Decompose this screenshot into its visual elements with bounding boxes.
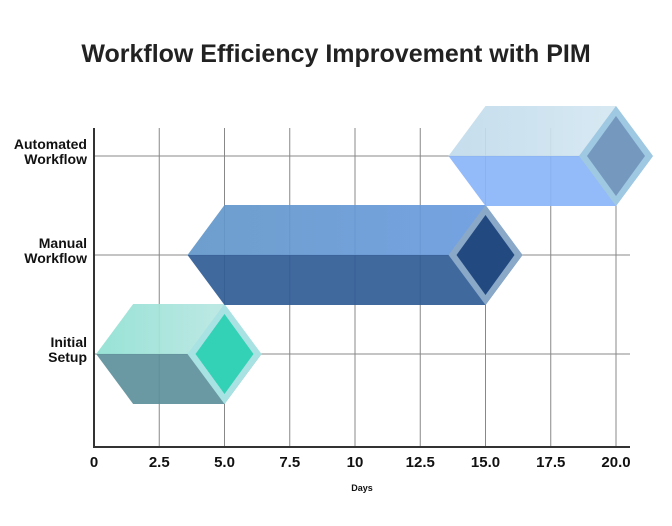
y-tick-label: Workflow [24, 151, 87, 167]
bar-bottom-face [187, 255, 523, 305]
bar-end-diamond [456, 215, 515, 295]
x-tick-label: 15.0 [471, 454, 500, 471]
bar-initial-setup [96, 304, 262, 404]
chart-title: Workflow Efficiency Improvement with PIM [81, 40, 591, 68]
y-tick-label: Initial [50, 334, 87, 350]
y-tick-label: Automated [14, 136, 87, 152]
bar-top-face [187, 205, 523, 255]
x-tick-label: 12.5 [406, 454, 435, 471]
x-tick-label: 2.5 [149, 454, 170, 471]
x-tick-label: 0 [90, 454, 98, 471]
y-tick-label: Workflow [24, 250, 87, 266]
x-tick-label: 17.5 [536, 454, 565, 471]
y-tick-label: Manual [39, 235, 87, 251]
x-tick-label: 20.0 [601, 454, 630, 471]
bar-end-diamond [587, 116, 645, 196]
x-tick-label: 5.0 [214, 454, 235, 471]
y-tick-label: Setup [48, 349, 87, 365]
x-tick-label: 7.5 [279, 454, 300, 471]
bar-end-diamond [195, 314, 254, 394]
bar-automated-workflow [448, 106, 653, 206]
bar-manual-workflow [187, 205, 523, 305]
x-tick-label: 10 [347, 454, 364, 471]
x-axis-label: Days [351, 483, 373, 493]
